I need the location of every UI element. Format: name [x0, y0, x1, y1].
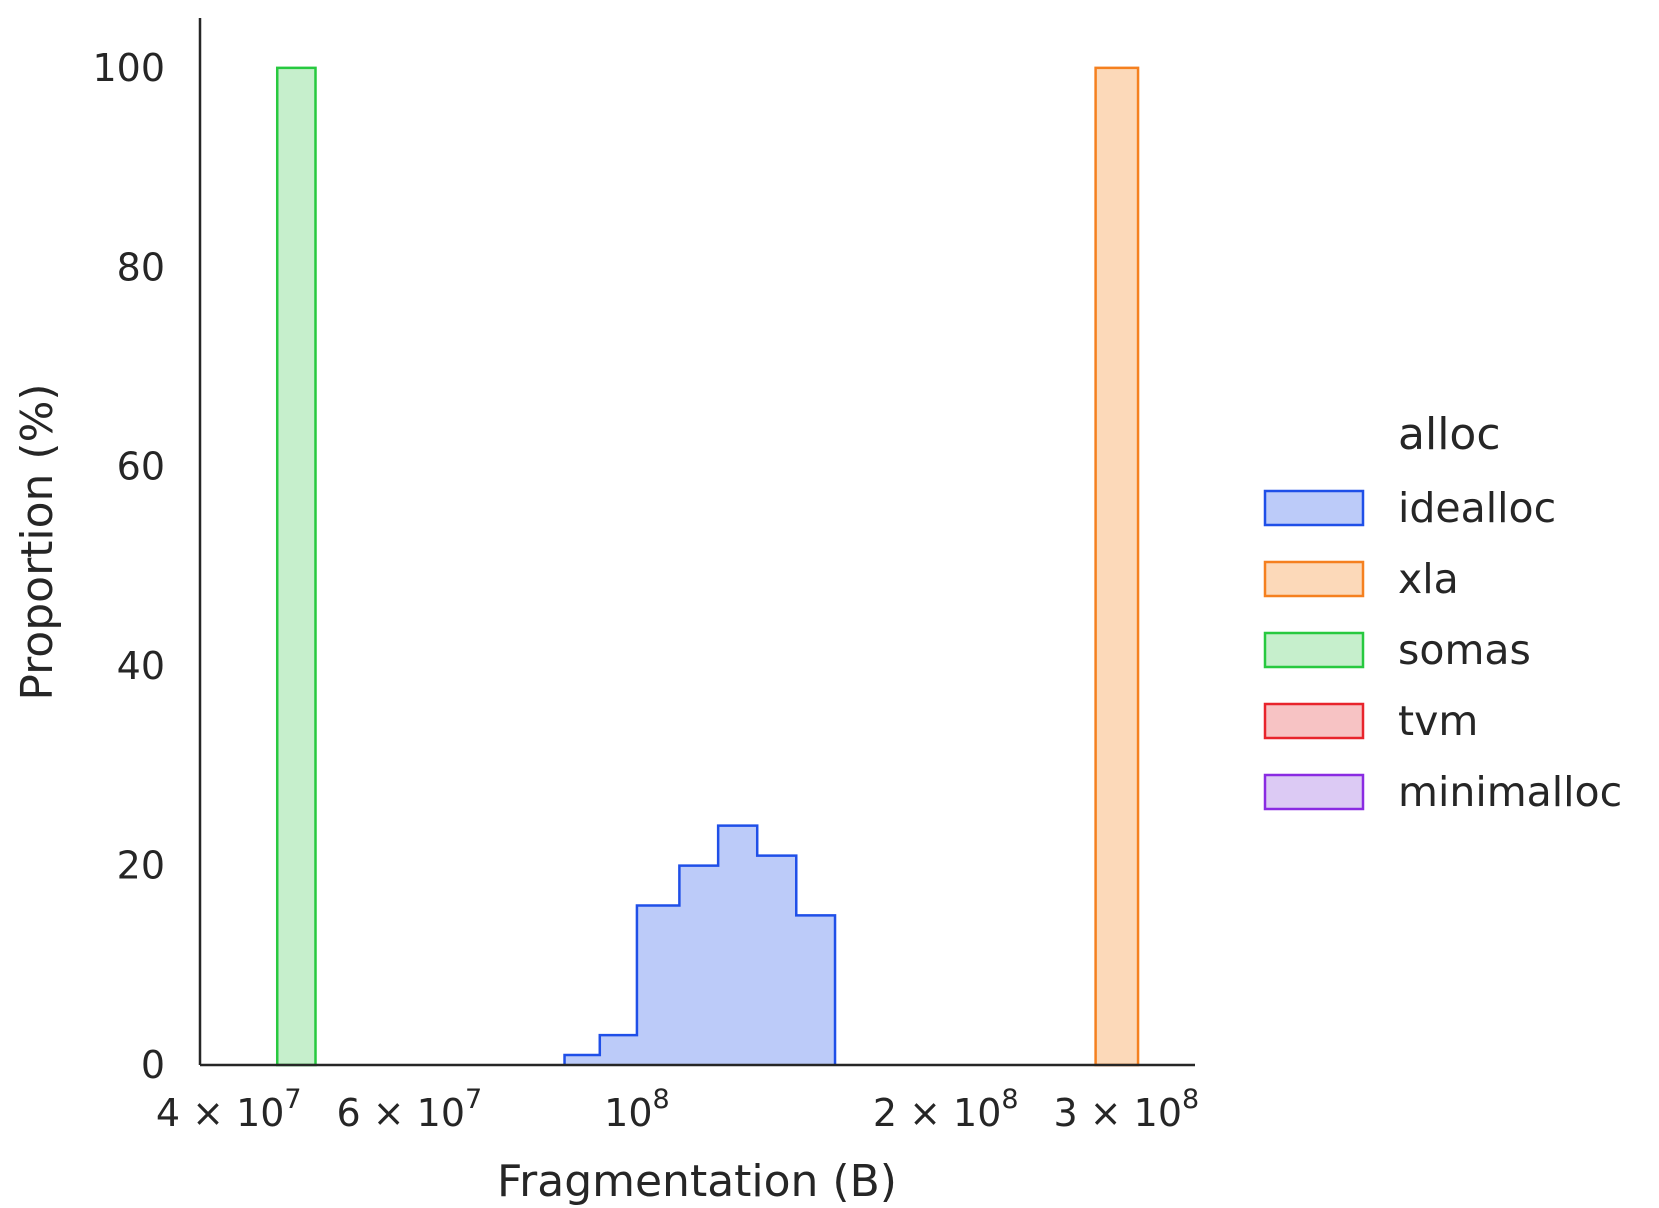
- histogram-outline-idealloc: [563, 824, 837, 1065]
- plot-area: [275, 66, 1140, 1067]
- y-tick-label-40: 40: [117, 644, 165, 688]
- y-tick-label-80: 80: [117, 245, 165, 289]
- bar-somas-0: [275, 66, 317, 1067]
- legend-label-idealloc: idealloc: [1398, 484, 1556, 532]
- legend-swatch-somas: [1263, 631, 1365, 669]
- x-tick-labels: 4 × 107 6 × 107 108 2 × 108 3 × 108: [156, 1084, 1199, 1135]
- legend-swatch-xla: [1263, 560, 1365, 598]
- y-axis-title: Proportion (%): [12, 383, 63, 700]
- y-tick-label-0: 0: [141, 1043, 165, 1087]
- legend-label-tvm: tvm: [1398, 697, 1478, 745]
- legend-swatch-idealloc: [1263, 489, 1365, 527]
- x-tick-label-1: 6 × 107: [337, 1084, 483, 1135]
- legend: alloc idealloc xla somas tvm minimalloc: [1263, 409, 1622, 816]
- x-tick-label-2: 108: [604, 1084, 670, 1135]
- legend-swatch-tvm: [1263, 702, 1365, 740]
- legend-label-somas: somas: [1398, 626, 1531, 674]
- x-tick-label-3: 2 × 108: [873, 1084, 1019, 1135]
- legend-swatch-minimalloc: [1263, 773, 1365, 811]
- x-tick-label-0: 4 × 107: [156, 1084, 302, 1135]
- histogram-area-idealloc: [564, 825, 836, 1065]
- y-tick-label-20: 20: [117, 844, 165, 888]
- y-tick-label-60: 60: [117, 445, 165, 489]
- y-tick-label-100: 100: [92, 46, 165, 90]
- x-axis-title: Fragmentation (B): [497, 1156, 897, 1207]
- legend-title: alloc: [1398, 409, 1501, 460]
- legend-label-xla: xla: [1398, 555, 1459, 603]
- legend-entries: idealloc xla somas tvm minimalloc: [1263, 484, 1622, 816]
- y-tick-labels: 0 20 40 60 80 100: [92, 46, 165, 1087]
- x-tick-label-4: 3 × 108: [1053, 1084, 1199, 1135]
- axes: [198, 18, 1195, 1067]
- bar-xla-0: [1094, 66, 1140, 1067]
- legend-label-minimalloc: minimalloc: [1398, 768, 1622, 816]
